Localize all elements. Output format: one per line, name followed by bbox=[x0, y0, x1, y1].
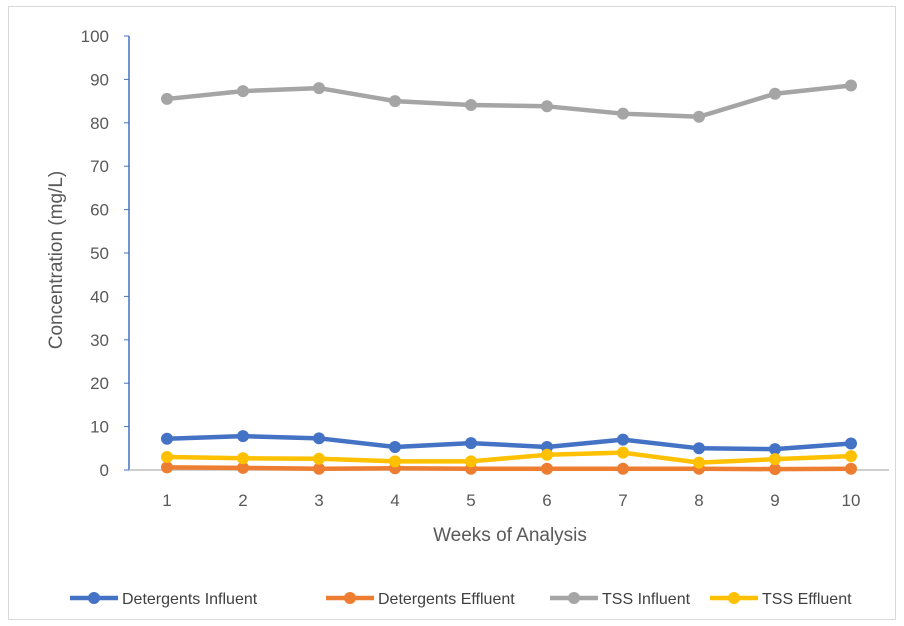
data-point bbox=[845, 450, 857, 463]
series-detergents-influent bbox=[161, 430, 857, 456]
series-layer bbox=[161, 79, 857, 476]
legend-item: Detergents Influent bbox=[70, 591, 258, 608]
series-line bbox=[164, 83, 854, 119]
series-tss-influent bbox=[161, 79, 857, 123]
data-point bbox=[617, 446, 629, 459]
legend-label: Detergents Influent bbox=[122, 591, 258, 608]
y-tick-label: 10 bbox=[90, 418, 109, 437]
series-tss-effluent bbox=[161, 446, 857, 469]
data-point bbox=[845, 437, 857, 450]
legend-label: Detergents Effluent bbox=[378, 591, 515, 608]
legend-swatch-marker bbox=[88, 592, 100, 604]
legend-swatch-marker bbox=[728, 592, 740, 604]
y-tick-label: 0 bbox=[100, 461, 109, 480]
data-point bbox=[161, 92, 173, 105]
legend-item: Detergents Effluent bbox=[326, 591, 515, 608]
legend-label: TSS Effluent bbox=[762, 591, 852, 608]
legend-swatch-marker bbox=[344, 592, 356, 604]
data-point bbox=[313, 82, 325, 95]
data-point bbox=[313, 462, 325, 475]
data-point bbox=[617, 462, 629, 475]
legend-label: TSS Influent bbox=[602, 591, 691, 608]
y-axis-title: Concentration (mg/L) bbox=[46, 171, 67, 349]
y-tick-label: 90 bbox=[90, 70, 109, 89]
series-line bbox=[164, 433, 854, 452]
chart-frame bbox=[8, 6, 896, 620]
data-point bbox=[237, 430, 249, 443]
series-line bbox=[164, 450, 854, 465]
y-axis-ticks: 0 10 20 30 40 50 60 70 80 90 100 bbox=[81, 27, 129, 480]
y-tick-label: 80 bbox=[90, 114, 109, 133]
x-tick-label: 8 bbox=[694, 491, 703, 510]
data-point bbox=[237, 461, 249, 474]
y-tick-label: 30 bbox=[90, 331, 109, 350]
data-point bbox=[237, 85, 249, 98]
data-point bbox=[389, 440, 401, 453]
x-tick-label: 10 bbox=[842, 491, 861, 510]
x-tick-label: 1 bbox=[162, 491, 171, 510]
x-tick-label: 5 bbox=[466, 491, 475, 510]
data-point bbox=[161, 461, 173, 474]
x-tick-label: 3 bbox=[314, 491, 323, 510]
data-point bbox=[693, 456, 705, 469]
data-point bbox=[845, 79, 857, 92]
data-point bbox=[693, 110, 705, 123]
data-point bbox=[313, 432, 325, 445]
data-point bbox=[845, 462, 857, 475]
x-tick-label: 2 bbox=[238, 491, 247, 510]
data-point bbox=[617, 107, 629, 120]
data-point bbox=[389, 95, 401, 108]
data-point bbox=[389, 455, 401, 468]
data-point bbox=[313, 452, 325, 465]
y-tick-label: 40 bbox=[90, 287, 109, 306]
legend-item: TSS Effluent bbox=[710, 591, 852, 608]
legend: Detergents Influent Detergents Effluent TS… bbox=[70, 591, 852, 608]
y-tick-label: 20 bbox=[90, 374, 109, 393]
data-point bbox=[541, 100, 553, 113]
x-tick-label: 9 bbox=[770, 491, 779, 510]
legend-item: TSS Influent bbox=[550, 591, 691, 608]
x-tick-label: 7 bbox=[618, 491, 627, 510]
data-point bbox=[693, 442, 705, 455]
legend-swatch-marker bbox=[568, 592, 580, 604]
data-point bbox=[465, 437, 477, 450]
data-point bbox=[769, 453, 781, 466]
data-point bbox=[161, 432, 173, 445]
data-point bbox=[617, 433, 629, 446]
x-axis-ticks: 1 2 3 4 5 6 7 8 9 10 bbox=[162, 491, 860, 510]
x-tick-label: 6 bbox=[542, 491, 551, 510]
data-point bbox=[465, 455, 477, 468]
data-point bbox=[769, 87, 781, 100]
data-point bbox=[161, 450, 173, 463]
x-tick-label: 4 bbox=[390, 491, 399, 510]
data-point bbox=[769, 463, 781, 476]
data-point bbox=[541, 448, 553, 461]
data-point bbox=[541, 462, 553, 475]
x-axis-title: Weeks of Analysis bbox=[433, 525, 587, 546]
series-line bbox=[164, 465, 854, 472]
y-tick-label: 50 bbox=[90, 244, 109, 263]
data-point bbox=[769, 443, 781, 456]
data-point bbox=[465, 99, 477, 112]
y-tick-label: 60 bbox=[90, 201, 109, 220]
y-tick-label: 70 bbox=[90, 157, 109, 176]
series-detergents-effluent bbox=[161, 461, 857, 476]
y-tick-label: 100 bbox=[81, 27, 109, 46]
data-point bbox=[237, 452, 249, 465]
